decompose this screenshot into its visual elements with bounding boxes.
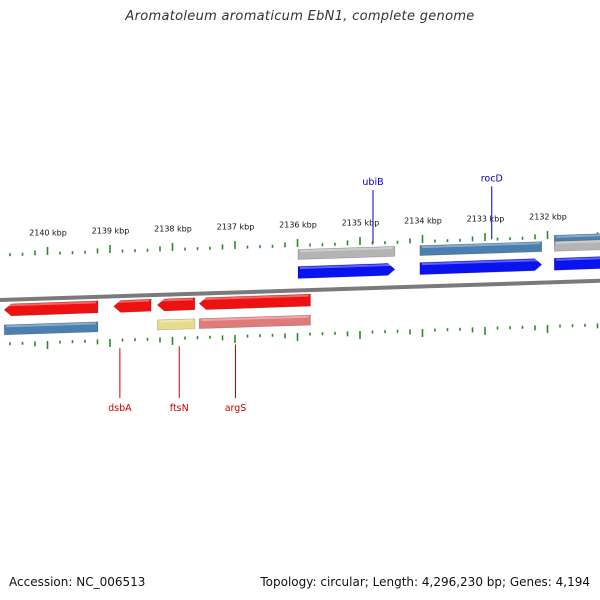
feature-ftsN-gene[interactable] [157, 318, 196, 331]
genome-summary-text: Topology: circular; Length: 4,296,230 bp… [260, 575, 590, 589]
feature-ftsN[interactable] [156, 297, 196, 312]
feature-highlight [159, 298, 193, 302]
feature-highlight [201, 294, 309, 301]
tick-label: 2133 kbp [467, 214, 505, 223]
gene-label-dsbA[interactable]: dsbA [108, 403, 132, 414]
feature-fwd-right-gray[interactable] [553, 239, 600, 252]
map-title: Aromatoleum aromaticum EbN1, complete ge… [125, 9, 475, 24]
feature-argS-gene[interactable] [198, 314, 311, 329]
tick-label: 2139 kbp [92, 226, 130, 235]
tick-label: 2134 kbp [404, 216, 442, 225]
inner-tick-ruler [9, 323, 599, 349]
tick-label: 2140 kbp [29, 228, 67, 237]
feature-ubiB[interactable] [297, 263, 396, 279]
feature-argS[interactable] [198, 293, 311, 310]
feature-rocD-gene[interactable] [419, 241, 543, 256]
feature-highlight [201, 315, 309, 322]
feature-highlight [115, 299, 150, 303]
accession-text: Accession: NC_006513 [9, 575, 146, 589]
feature-highlight [159, 319, 193, 323]
gene-label-argS[interactable]: argS [225, 403, 247, 414]
feature-dsbA[interactable] [113, 298, 152, 313]
tick-label: 2136 kbp [279, 220, 317, 229]
feature-rev-left-gene[interactable] [3, 321, 99, 336]
feature-highlight [421, 259, 540, 266]
feature-ubiB-gene[interactable] [297, 246, 396, 260]
genome-backbone [0, 278, 600, 303]
gene-label-ftsN[interactable]: ftsN [170, 403, 189, 414]
feature-highlight [6, 301, 97, 307]
outer-tick-ruler [9, 230, 599, 257]
kbp-tick-labels: 2140 kbp 2139 kbp 2138 kbp 2137 kbp 2136 kbp… [29, 212, 567, 237]
feature-highlight [6, 322, 97, 328]
tick-label: 2138 kbp [154, 224, 192, 233]
feature-highlight [421, 242, 540, 249]
tick-label: 2132 kbp [529, 212, 567, 221]
gene-label-ubiB[interactable]: ubiB [362, 177, 383, 188]
feature-rocD[interactable] [419, 258, 543, 275]
gene-labels: dsbA ftsN argS ubiB rocD [108, 173, 503, 414]
feature-rev-left-cds[interactable] [3, 300, 99, 317]
feature-tracks [3, 233, 600, 336]
feature-highlight [299, 263, 393, 269]
tick-label: 2137 kbp [217, 222, 255, 231]
tick-label: 2135 kbp [342, 218, 380, 227]
feature-highlight [299, 246, 393, 252]
gene-label-rocD[interactable]: rocD [481, 173, 503, 184]
feature-fwd-right-cds[interactable] [553, 256, 600, 271]
